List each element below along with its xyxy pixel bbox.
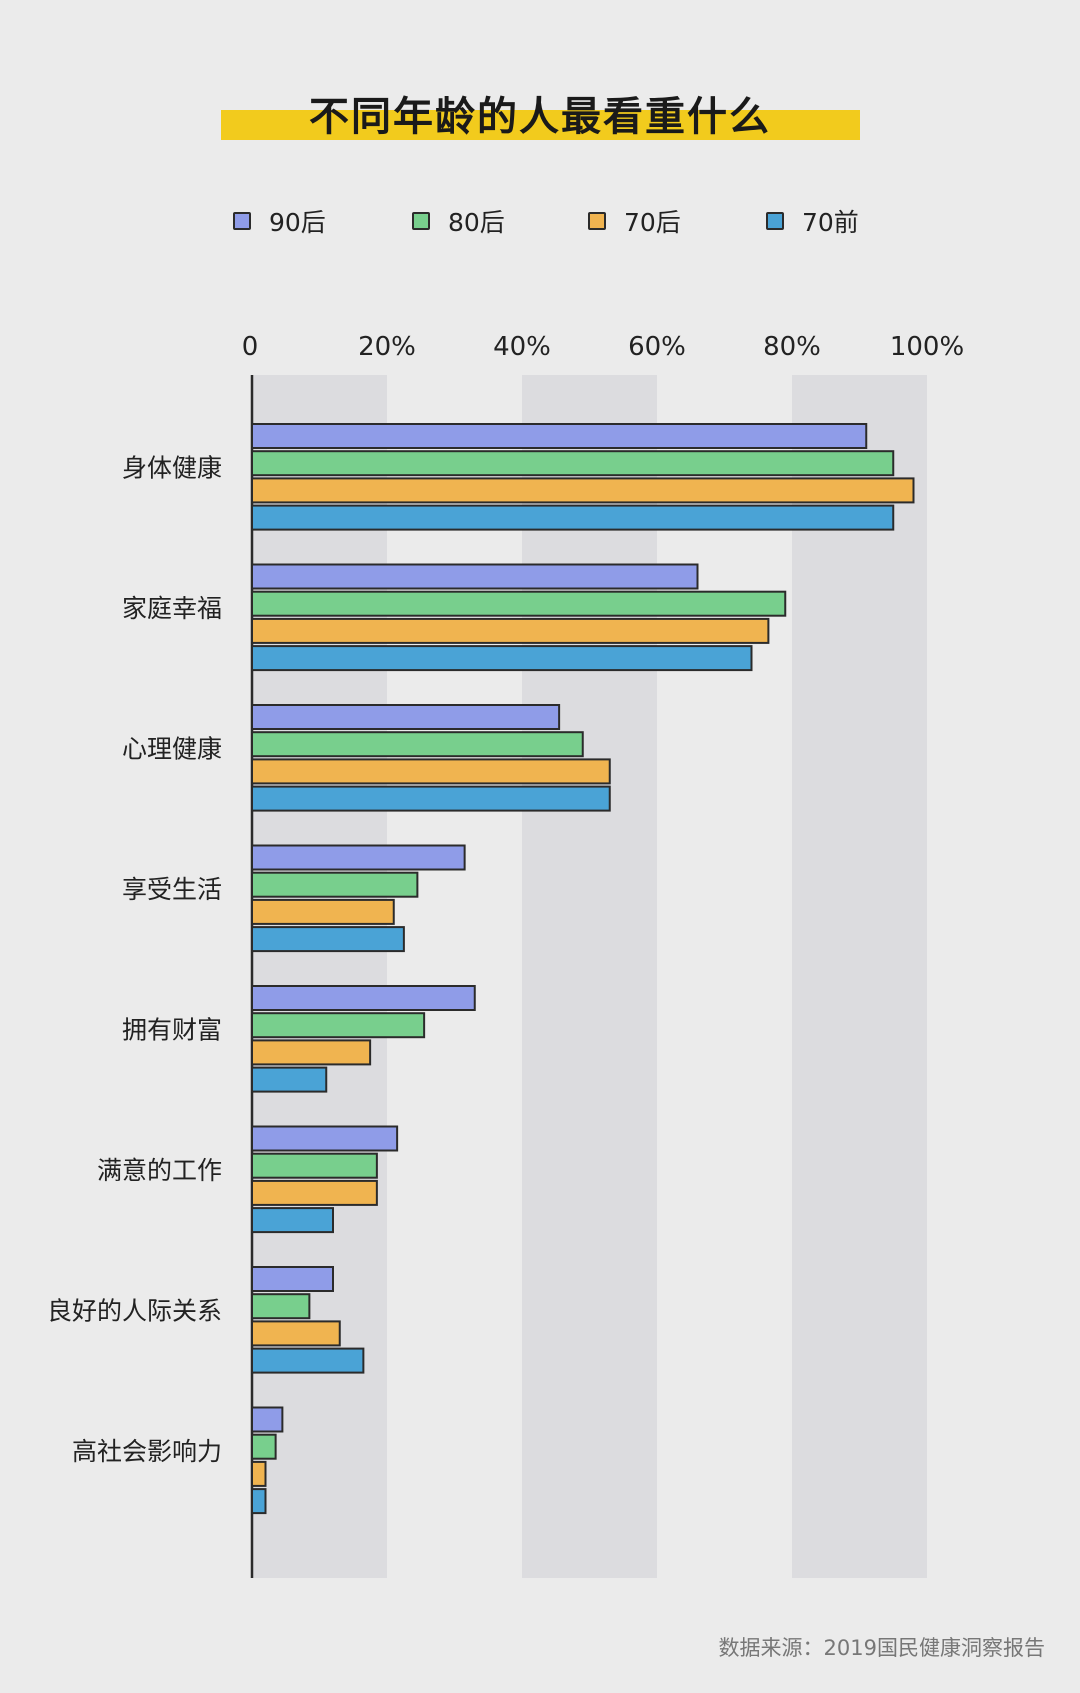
x-tick-label: 100%: [890, 332, 964, 362]
grid-band-1: [522, 375, 657, 1578]
legend-item-pre70: 70前: [766, 203, 859, 239]
bar-2-1: [251, 450, 895, 477]
chart-title: 不同年龄的人最看重什么: [309, 94, 771, 140]
x-tick-label: 40%: [493, 332, 551, 362]
x-tick-label: 20%: [358, 332, 416, 362]
category-label: 满意的工作: [97, 1156, 222, 1185]
bar-4-7: [251, 1347, 365, 1374]
bar-4-1: [251, 504, 895, 531]
bar-4-6: [251, 1207, 334, 1234]
bar-1-1: [251, 423, 868, 449]
legend-label-pre70: 70前: [802, 208, 859, 237]
grid-band-0: [252, 375, 387, 1578]
x-tick-label: 80%: [763, 332, 821, 362]
bar-3-3: [251, 758, 611, 785]
bar-4-8: [251, 1488, 267, 1515]
legend-item-90s: 90后: [233, 203, 326, 239]
bar-1-5: [251, 985, 476, 1011]
bar-2-4: [251, 871, 419, 898]
bar-3-5: [251, 1039, 372, 1066]
legend: 90后 80后 70后 70前: [0, 203, 1080, 243]
category-label: 心理健康: [122, 734, 222, 763]
bar-2-8: [251, 1433, 277, 1460]
category-label: 享受生活: [122, 875, 222, 904]
grid-band-2: [792, 375, 927, 1578]
bar-2-5: [251, 1012, 426, 1039]
bar-1-2: [251, 563, 699, 590]
legend-item-80s: 80后: [412, 203, 505, 239]
legend-swatch-pre70: [766, 212, 784, 230]
bar-4-5: [251, 1066, 328, 1093]
legend-label-70s: 70后: [624, 208, 681, 237]
bar-1-3: [251, 704, 561, 730]
bar-4-4: [251, 926, 405, 953]
legend-swatch-70s: [588, 212, 606, 230]
legend-label-90s: 90后: [269, 208, 326, 237]
bar-2-3: [251, 731, 584, 758]
bar-2-6: [251, 1152, 378, 1179]
legend-label-80s: 80后: [448, 208, 505, 237]
legend-swatch-80s: [412, 212, 430, 230]
bar-4-3: [251, 785, 611, 812]
legend-item-70s: 70后: [588, 203, 681, 239]
bar-2-2: [251, 590, 787, 617]
category-label: 高社会影响力: [72, 1437, 222, 1466]
category-label: 拥有财富: [122, 1015, 222, 1044]
data-source: 数据来源：2019国民健康洞察报告: [718, 1636, 1045, 1660]
category-label: 身体健康: [122, 453, 222, 482]
category-label: 良好的人际关系: [47, 1296, 222, 1325]
bar-3-7: [251, 1320, 341, 1347]
bar-3-8: [251, 1460, 267, 1487]
x-tick-label: 0: [242, 332, 259, 362]
bar-4-2: [251, 645, 753, 672]
x-tick-label: 60%: [628, 332, 686, 362]
bar-1-4: [251, 844, 466, 871]
bar-3-4: [251, 898, 395, 925]
bar-1-8: [251, 1406, 284, 1433]
title-highlight: [221, 110, 860, 140]
category-label: 家庭幸福: [122, 594, 222, 623]
bar-1-7: [251, 1266, 334, 1292]
bar-3-1: [251, 477, 915, 504]
bar-2-7: [251, 1293, 311, 1320]
bar-1-6: [251, 1125, 399, 1152]
bar-3-6: [251, 1179, 378, 1206]
bar-3-2: [251, 617, 770, 644]
legend-swatch-90s: [233, 212, 251, 230]
